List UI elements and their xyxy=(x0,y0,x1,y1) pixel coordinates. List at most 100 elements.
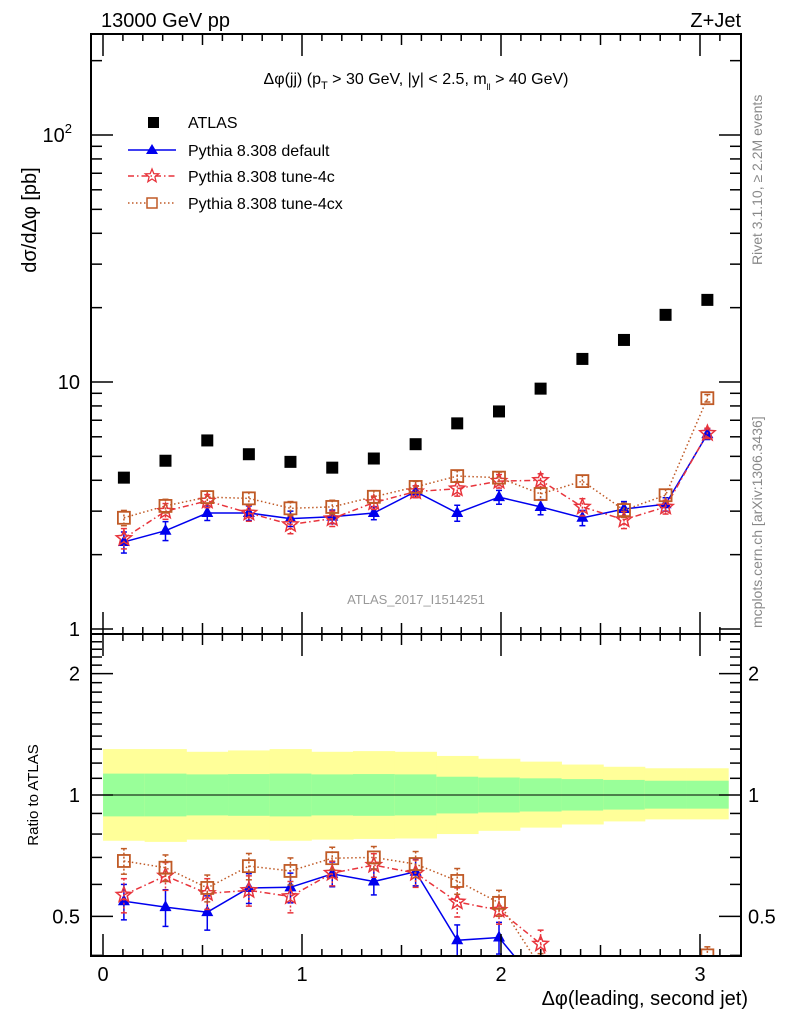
ratio-ytick-label: 0.5 xyxy=(52,906,80,928)
ratio-point-tune4cx xyxy=(450,874,465,888)
main-axis-ticks xyxy=(91,34,741,634)
main-point-atlas xyxy=(451,417,464,430)
main-point-default xyxy=(534,499,547,511)
main-point-atlas xyxy=(659,308,672,321)
main-point-tune4cx xyxy=(533,487,548,501)
main-point-tune4cx xyxy=(575,474,590,488)
ratio-ytick-label-right: 1 xyxy=(748,785,759,807)
main-point-tune4cx xyxy=(366,489,381,504)
main-point-atlas xyxy=(284,455,297,468)
legend-item-atlas: ATLAS xyxy=(148,115,238,132)
main-point-atlas xyxy=(242,448,255,461)
main-ytick-labels: 1 10 102 xyxy=(43,121,80,641)
ratio-point-tune4cx xyxy=(492,895,506,910)
main-point-default xyxy=(659,497,672,509)
ratio-point-default xyxy=(367,874,380,886)
legend-marker-tune4cx xyxy=(146,197,158,209)
ratio-point-tune4cx xyxy=(158,860,173,875)
main-point-tune4cx xyxy=(492,470,506,485)
header-right-label: Z+Jet xyxy=(690,10,741,32)
legend-marker-default xyxy=(146,144,158,154)
legend-item-default: Pythia 8.308 default xyxy=(128,143,330,160)
x-axis-label: Δφ(leading, second jet) xyxy=(542,988,748,1010)
ratio-point-tune4c xyxy=(280,886,301,905)
main-point-tune4cx xyxy=(200,490,215,504)
main-ytick-label: 1 xyxy=(69,619,80,641)
main-point-tune4cx xyxy=(700,391,715,406)
main-point-tune4cx xyxy=(325,500,340,514)
main-point-default xyxy=(159,523,172,535)
legend-marker-tune4c xyxy=(143,167,161,184)
main-point-default xyxy=(201,505,214,517)
main-point-tune4c xyxy=(447,478,467,497)
main-point-atlas xyxy=(159,454,172,467)
main-point-tune4cx xyxy=(408,480,423,494)
ratio-point-tune4cx xyxy=(535,961,547,973)
ratio-point-tune4cx xyxy=(408,857,423,871)
ratio-point-tune4c xyxy=(239,880,259,899)
main-point-tune4c xyxy=(572,496,592,516)
main-point-default xyxy=(451,505,464,517)
main-point-atlas xyxy=(117,471,130,484)
ratio-line-tune4c xyxy=(123,864,547,956)
xtick-label: 3 xyxy=(694,964,705,986)
main-line-tune4cx xyxy=(123,397,709,519)
main-point-tune4cx xyxy=(658,488,673,503)
main-point-tune4c xyxy=(280,514,301,533)
title-sub-pt: T xyxy=(321,80,328,92)
ratio-point-tune4c xyxy=(447,891,467,910)
main-point-tune4c xyxy=(322,508,342,527)
ratio-data-layer xyxy=(114,845,715,973)
title-part-pre: Δφ(jj) (p xyxy=(264,71,322,88)
main-data-layer xyxy=(114,293,717,554)
legend-item-tune4cx: Pythia 8.308 tune-4cx xyxy=(128,196,343,213)
main-point-atlas xyxy=(326,461,339,474)
legend-label-default: Pythia 8.308 default xyxy=(188,143,330,160)
ratio-y-axis-label: Ratio to ATLAS xyxy=(25,744,42,845)
mcplots-label: mcplots.cern.ch [arXiv:1306.3436] xyxy=(749,416,765,628)
ratio-point-tune4cx xyxy=(283,864,298,878)
legend-label-tune4cx: Pythia 8.308 tune-4cx xyxy=(188,196,343,213)
main-ytick-label-exponent: 2 xyxy=(65,121,72,136)
ratio-point-tune4cx xyxy=(116,854,131,868)
xtick-label: 2 xyxy=(495,964,506,986)
main-point-tune4c xyxy=(614,509,634,528)
ratio-point-default xyxy=(493,930,506,942)
legend-marker-atlas xyxy=(148,117,159,128)
watermark: ATLAS_2017_I1514251 xyxy=(347,592,485,607)
main-point-atlas xyxy=(201,434,214,447)
rivet-version-label: Rivet 3.1.10, ≥ 2.2M events xyxy=(749,95,765,265)
main-point-tune4c xyxy=(239,502,259,522)
xtick-label: 1 xyxy=(296,964,307,986)
main-point-atlas xyxy=(534,382,547,395)
main-point-atlas xyxy=(409,438,422,451)
main-panel: 1 10 102 dσ/dΔφ [pb] Δφ(jj) (pT > 30 GeV, … xyxy=(19,34,741,641)
main-y-axis-label: dσ/dΔφ [pb] xyxy=(19,167,41,272)
ratio-ytick-label: 1 xyxy=(69,785,80,807)
title-part-post: > 40 GeV) xyxy=(491,71,569,88)
ratio-point-tune4cx xyxy=(200,881,215,895)
ratio-point-default xyxy=(451,933,464,945)
ratio-point-default xyxy=(159,900,172,912)
main-point-tune4c xyxy=(114,528,134,547)
main-point-atlas xyxy=(617,333,630,346)
legend-label-atlas: ATLAS xyxy=(188,115,238,132)
legend: ATLAS Pythia 8.308 default Pythia 8.308 … xyxy=(128,115,343,213)
legend-label-tune4c: Pythia 8.308 tune-4c xyxy=(188,169,335,186)
ratio-point-default xyxy=(201,905,214,917)
ratio-point-tune4c xyxy=(322,863,342,882)
main-ytick-label: 102 xyxy=(43,121,72,147)
legend-item-tune4c: Pythia 8.308 tune-4c xyxy=(128,167,335,186)
main-point-tune4c xyxy=(531,470,551,489)
main-point-atlas xyxy=(576,352,589,365)
ratio-point-tune4cx xyxy=(325,851,340,866)
ratio-point-tune4cx xyxy=(241,859,256,874)
title-sub-ll: ll xyxy=(487,82,491,92)
title-part-mid: > 30 GeV, |y| < 2.5, m xyxy=(328,71,487,88)
chart-title: Δφ(jj) (pT > 30 GeV, |y| < 2.5, mll > 40… xyxy=(264,71,569,92)
ratio-point-default xyxy=(242,880,255,892)
main-point-tune4cx xyxy=(283,501,298,516)
ratio-ytick-label: 2 xyxy=(69,664,80,686)
main-point-atlas xyxy=(493,405,506,418)
